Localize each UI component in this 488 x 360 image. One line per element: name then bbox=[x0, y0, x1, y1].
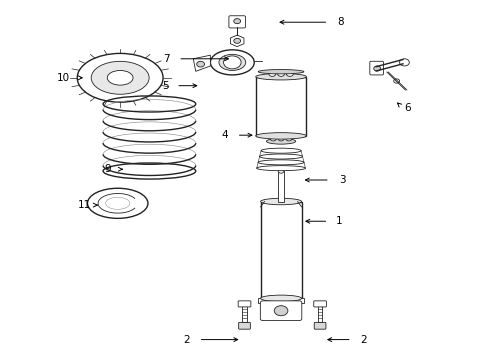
FancyBboxPatch shape bbox=[238, 322, 250, 329]
FancyBboxPatch shape bbox=[260, 301, 301, 320]
Ellipse shape bbox=[258, 160, 304, 165]
Ellipse shape bbox=[255, 73, 306, 80]
Text: 1: 1 bbox=[336, 216, 342, 226]
Circle shape bbox=[285, 136, 291, 141]
Text: 2: 2 bbox=[360, 334, 366, 345]
Ellipse shape bbox=[107, 71, 133, 85]
Text: 9: 9 bbox=[104, 164, 111, 174]
Ellipse shape bbox=[87, 188, 148, 219]
Circle shape bbox=[274, 306, 287, 316]
Ellipse shape bbox=[219, 54, 245, 71]
Polygon shape bbox=[193, 55, 210, 71]
Text: 11: 11 bbox=[78, 200, 91, 210]
FancyBboxPatch shape bbox=[238, 301, 250, 307]
Bar bbox=[260, 202, 301, 298]
FancyBboxPatch shape bbox=[314, 322, 325, 329]
Ellipse shape bbox=[260, 198, 301, 205]
Ellipse shape bbox=[278, 169, 284, 173]
Circle shape bbox=[278, 136, 284, 141]
Bar bbox=[242, 306, 246, 323]
Circle shape bbox=[233, 39, 240, 43]
Ellipse shape bbox=[261, 148, 301, 153]
Bar bbox=[317, 306, 322, 323]
Text: 3: 3 bbox=[338, 175, 345, 185]
Ellipse shape bbox=[77, 53, 163, 102]
Ellipse shape bbox=[259, 154, 302, 159]
Circle shape bbox=[270, 136, 276, 141]
Bar bbox=[257, 298, 304, 303]
Circle shape bbox=[286, 71, 293, 76]
Ellipse shape bbox=[255, 133, 306, 139]
Circle shape bbox=[373, 66, 380, 71]
Text: 8: 8 bbox=[337, 17, 344, 27]
FancyBboxPatch shape bbox=[228, 16, 245, 28]
Text: 4: 4 bbox=[221, 130, 228, 140]
FancyBboxPatch shape bbox=[313, 301, 326, 307]
Text: 10: 10 bbox=[57, 73, 69, 83]
Ellipse shape bbox=[258, 69, 303, 74]
Ellipse shape bbox=[91, 61, 149, 94]
Text: 5: 5 bbox=[162, 81, 168, 91]
Ellipse shape bbox=[260, 295, 301, 302]
Circle shape bbox=[233, 19, 240, 24]
Circle shape bbox=[399, 59, 408, 66]
Text: 7: 7 bbox=[163, 54, 169, 64]
Ellipse shape bbox=[266, 138, 295, 144]
Circle shape bbox=[223, 56, 241, 69]
Bar bbox=[255, 77, 306, 136]
Bar bbox=[278, 171, 284, 202]
Text: 2: 2 bbox=[183, 334, 190, 345]
Circle shape bbox=[268, 71, 275, 76]
FancyBboxPatch shape bbox=[369, 61, 383, 75]
Text: 6: 6 bbox=[404, 103, 410, 113]
Circle shape bbox=[196, 61, 204, 67]
Circle shape bbox=[277, 71, 284, 76]
Circle shape bbox=[393, 79, 399, 83]
Ellipse shape bbox=[256, 166, 305, 171]
Ellipse shape bbox=[210, 50, 254, 75]
